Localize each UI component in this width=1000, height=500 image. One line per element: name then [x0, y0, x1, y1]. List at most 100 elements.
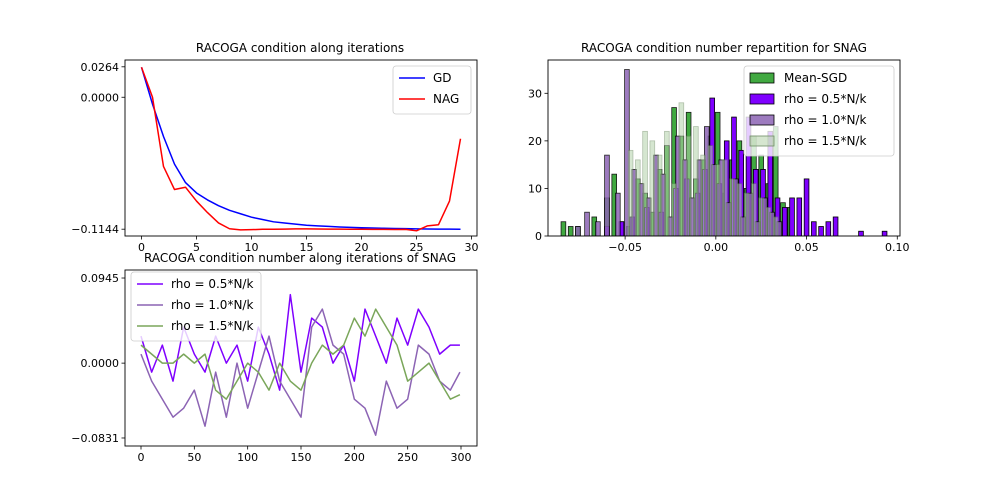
series-line: [140, 308, 461, 400]
histogram-bar: [825, 221, 832, 236]
y-tick-label: 10: [528, 182, 542, 195]
histogram-bar: [707, 145, 714, 236]
legend-label: rho = 0.5*N/k: [171, 277, 253, 291]
series-line: [140, 67, 462, 232]
x-tick-label: 0: [138, 241, 145, 254]
histogram-bar: [765, 207, 772, 236]
bar-series: [575, 69, 783, 236]
legend-label: rho = 0.5*N/k: [784, 92, 866, 106]
histogram-bar: [758, 197, 764, 236]
y-tick-label: −0.0831: [71, 432, 119, 445]
chart-panel-snag-iterations: RACOGA condition number along iterations…: [71, 251, 478, 464]
chart-title: RACOGA condition along iterations: [196, 41, 404, 55]
x-tick-label: 20: [355, 241, 369, 254]
legend-label: GD: [433, 71, 452, 85]
bar-series: [627, 102, 779, 236]
chart-panel-histogram: RACOGA condition number repartition for …: [528, 41, 910, 254]
plot-area: [140, 67, 462, 232]
legend-label: Mean-SGD: [784, 71, 847, 85]
histogram-bar: [881, 230, 888, 236]
series-line: [140, 67, 461, 230]
histogram-bar: [789, 197, 795, 236]
y-tick-label: 20: [528, 135, 542, 148]
histogram-bar: [627, 149, 634, 236]
x-tick-label: 300: [451, 451, 472, 464]
axes: 0 50 100 150 200 250 300 0.0945 0.0000 −0.0831: [71, 272, 471, 464]
series-line: [140, 293, 460, 391]
histogram-bar: [678, 102, 685, 236]
histogram-bar: [803, 178, 810, 236]
x-tick-label: −0.05: [608, 241, 642, 254]
axes: −0.05 0.00 0.05 0.10 0 10 20 30: [528, 87, 910, 254]
histogram-bar: [664, 130, 670, 236]
histogram-bar: [714, 164, 721, 236]
y-tick-label: 0.0000: [81, 357, 120, 370]
histogram-bar: [649, 140, 656, 236]
legend-box: [743, 65, 895, 157]
x-tick-label: 0.10: [885, 241, 910, 254]
histogram-bar: [635, 159, 641, 236]
histogram-bar: [832, 216, 839, 236]
x-tick-label: 10: [245, 241, 259, 254]
histogram-bar: [615, 192, 621, 236]
histogram-bar: [796, 197, 803, 236]
histogram-bar: [671, 183, 677, 236]
legend: GD NAG: [392, 65, 472, 115]
histogram-bar: [656, 154, 663, 236]
legend-box: [130, 271, 262, 342]
x-tick-label: 15: [300, 241, 314, 254]
legend-box: [392, 65, 472, 115]
x-tick-label: 200: [344, 451, 365, 464]
histogram-bar: [772, 216, 779, 236]
axes-frame: [547, 59, 901, 237]
legend-swatch: [749, 72, 775, 84]
histogram-bar: [818, 226, 824, 236]
x-tick-label: 30: [465, 241, 479, 254]
axes-frame: [124, 269, 478, 447]
histogram-bar: [858, 230, 864, 236]
x-tick-label: 0.00: [704, 241, 729, 254]
x-tick-label: 0.05: [794, 241, 819, 254]
legend-swatch: [749, 114, 775, 126]
legend-label: rho = 1.5*N/k: [784, 134, 866, 148]
legend: rho = 0.5*N/k rho = 1.0*N/k rho = 1.5*N/k: [130, 271, 262, 342]
x-tick-label: 5: [193, 241, 200, 254]
histogram-bar: [736, 183, 743, 236]
legend-swatch: [749, 93, 775, 105]
y-tick-label: 0: [535, 230, 542, 243]
x-tick-label: 25: [410, 241, 424, 254]
histogram-bar: [685, 135, 692, 236]
x-tick-label: 100: [237, 451, 258, 464]
histogram-bar: [722, 159, 728, 236]
histogram-bar: [595, 221, 601, 236]
histogram-bar: [567, 226, 574, 236]
legend-label: rho = 1.0*N/k: [171, 298, 253, 312]
legend-swatch: [749, 135, 775, 147]
axes: 0 5 10 15 20 25 30 0.0264 0.0000 −0.1144: [71, 61, 478, 254]
axes-frame: [124, 59, 478, 237]
y-tick-label: 0.0945: [81, 272, 120, 285]
plot-area: [140, 293, 461, 436]
series-line: [140, 308, 461, 436]
chart-panel-gd-nag: RACOGA condition along iterations 0 5 10 15…: [71, 41, 478, 254]
chart-title: RACOGA condition number along iterations…: [144, 251, 456, 265]
histogram-bar: [751, 183, 757, 236]
x-tick-label: 150: [291, 451, 312, 464]
histogram-bar: [731, 116, 737, 236]
histogram-bar: [811, 221, 817, 236]
chart-title: RACOGA condition number repartition for …: [581, 41, 867, 55]
legend-label: rho = 1.5*N/k: [171, 319, 253, 333]
legend: Mean-SGD rho = 0.5*N/k rho = 1.0*N/k rho = …: [743, 65, 895, 157]
y-tick-label: 30: [528, 87, 542, 100]
y-tick-label: 0.0000: [81, 91, 120, 104]
plot-area: [560, 69, 888, 236]
legend-label: NAG: [433, 92, 459, 106]
x-tick-label: 250: [397, 451, 418, 464]
x-tick-label: 0: [138, 451, 145, 464]
histogram-bar: [575, 226, 581, 236]
histogram-bar: [700, 154, 706, 236]
legend-label: rho = 1.0*N/k: [784, 113, 866, 127]
histogram-bar: [729, 178, 735, 236]
histogram-bar: [743, 192, 750, 236]
